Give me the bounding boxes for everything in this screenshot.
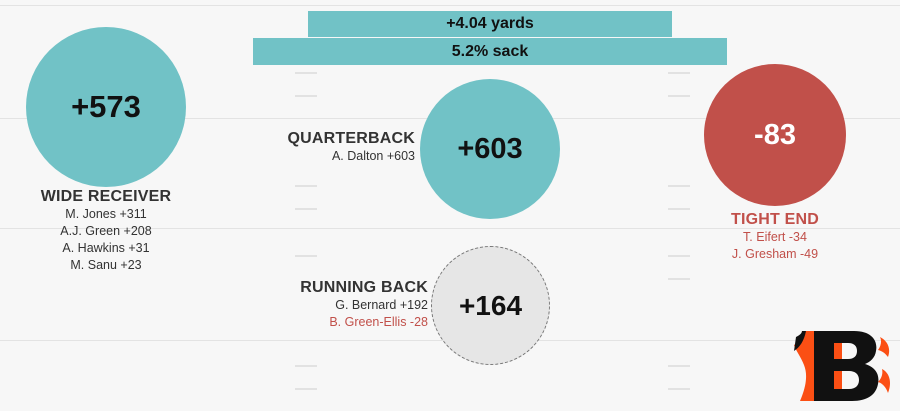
player-line: J. Gresham -49 <box>731 247 819 261</box>
running-back-title: RUNNING BACK <box>300 279 428 296</box>
field-line <box>0 228 900 229</box>
player-line: B. Green-Ellis -28 <box>329 315 428 329</box>
quarterback-title: QUARTERBACK <box>287 130 415 147</box>
yards-banner: +4.04 yards <box>308 11 672 37</box>
running-back-group: RUNNING BACK G. Bernard +192 B. Green-El… <box>260 279 428 331</box>
player-line: A. Hawkins +31 <box>62 241 150 255</box>
tight-end-title: TIGHT END <box>730 211 820 228</box>
wide-receiver-title: WIDE RECEIVER <box>40 188 172 205</box>
tight-end-value: -83 <box>754 118 796 151</box>
player-line: A. Dalton +603 <box>331 149 415 163</box>
field-line <box>0 5 900 6</box>
player-line: M. Jones +311 <box>65 207 147 221</box>
tight-end-circle: -83 <box>704 64 846 206</box>
player-line: G. Bernard +192 <box>335 298 428 312</box>
player-line: T. Eifert -34 <box>743 230 807 244</box>
wide-receiver-circle: +573 <box>26 27 186 187</box>
tight-end-group: TIGHT END T. Eifert -34 J. Gresham -49 <box>695 211 855 263</box>
sack-banner: 5.2% sack <box>253 38 727 65</box>
player-line: M. Sanu +23 <box>70 258 142 272</box>
sack-value: 5.2% sack <box>451 43 529 60</box>
wide-receiver-group: WIDE RECEIVER M. Jones +311 A.J. Green +… <box>6 188 206 274</box>
player-line: A.J. Green +208 <box>60 224 152 238</box>
yards-value: +4.04 yards <box>446 15 534 32</box>
quarterback-value: +603 <box>457 132 523 165</box>
running-back-circle: +164 <box>431 246 550 365</box>
bengals-b-logo-icon <box>792 327 892 403</box>
quarterback-circle: +603 <box>420 79 560 219</box>
quarterback-group: QUARTERBACK A. Dalton +603 <box>250 130 415 165</box>
wide-receiver-value: +573 <box>71 89 141 124</box>
running-back-value: +164 <box>458 289 523 321</box>
